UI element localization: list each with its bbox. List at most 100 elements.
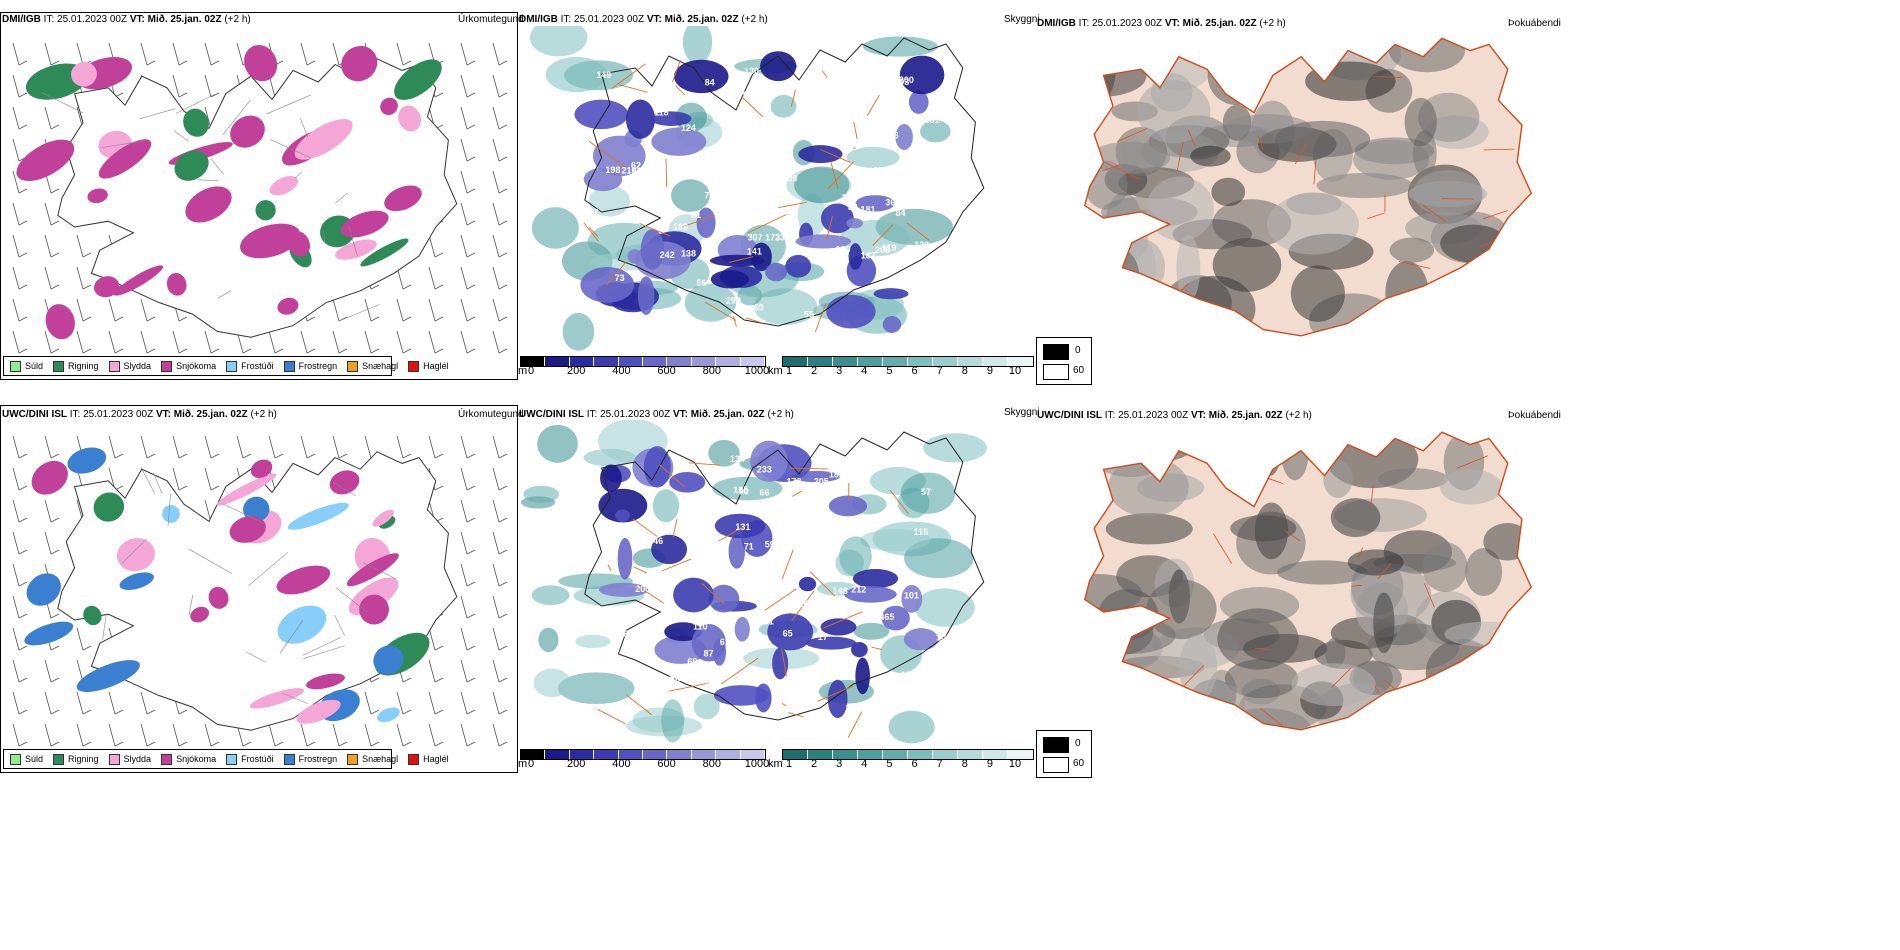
wind-barb bbox=[172, 435, 188, 459]
precip-area bbox=[166, 272, 187, 296]
wind-barb bbox=[460, 170, 476, 194]
fog-index-area bbox=[1305, 61, 1396, 101]
wind-barb bbox=[428, 266, 444, 290]
road bbox=[866, 94, 880, 116]
precip-area bbox=[277, 297, 299, 315]
colorbar-segment bbox=[958, 750, 983, 759]
road bbox=[741, 96, 763, 117]
fog-index-area bbox=[1353, 139, 1430, 180]
ceiling-value: 173 bbox=[765, 233, 780, 243]
ceiling-value: 87 bbox=[703, 649, 713, 659]
fog-scale-white-swatch bbox=[1043, 757, 1069, 773]
visibility-area bbox=[853, 622, 890, 640]
road bbox=[1102, 164, 1121, 172]
road bbox=[781, 648, 787, 677]
ceiling-value: 163 bbox=[799, 599, 814, 609]
road bbox=[583, 222, 599, 242]
road bbox=[619, 84, 648, 93]
wind-barb bbox=[172, 74, 188, 98]
road bbox=[1370, 485, 1374, 507]
road bbox=[790, 89, 796, 107]
colorbar-segment bbox=[618, 357, 644, 366]
road bbox=[871, 646, 883, 651]
colorbar-segment bbox=[783, 750, 808, 759]
precip-area bbox=[359, 594, 389, 625]
ceiling-value: 181 bbox=[860, 204, 875, 214]
road bbox=[745, 317, 764, 324]
fog-index-area bbox=[1325, 637, 1346, 669]
ceiling-value: 200 bbox=[899, 75, 914, 85]
wind-barb bbox=[172, 467, 188, 491]
ceiling-value: 97 bbox=[847, 189, 857, 199]
wind-barb bbox=[396, 330, 412, 354]
fog-index-area bbox=[1290, 265, 1345, 322]
visibility-colorbar-top: km 1 2 3 4 5 6 7 8 9 10 bbox=[768, 356, 1036, 382]
wind-barb bbox=[332, 330, 348, 354]
ceiling-value: 182 bbox=[861, 250, 876, 260]
precip-legend-bottom: Súld Rigning Slydda Snjókoma Frostúði Frostre… bbox=[3, 749, 449, 769]
colorbar-tick: 10 bbox=[1008, 758, 1022, 770]
precip-area bbox=[183, 108, 209, 137]
precip-type-label-top: Úrkomutegund bbox=[458, 14, 524, 25]
ceiling-value: 141 bbox=[747, 246, 762, 256]
colorbar-segment bbox=[933, 750, 958, 759]
road bbox=[266, 94, 312, 115]
wind-barb bbox=[76, 627, 92, 651]
ceiling-value: 465 bbox=[879, 612, 894, 622]
fog-index-area bbox=[1395, 693, 1437, 730]
fog-label-bottom: Þokuábendi bbox=[1508, 410, 1561, 421]
ceiling-value: 242 bbox=[660, 250, 675, 260]
road bbox=[335, 587, 368, 613]
colorbar-segment bbox=[740, 750, 766, 759]
wind-barb bbox=[12, 595, 28, 619]
legend-label: Rigning bbox=[68, 361, 99, 371]
fog-index-area bbox=[1277, 560, 1368, 585]
fog-index-area bbox=[1291, 663, 1376, 707]
visibility-area bbox=[708, 439, 740, 467]
wind-barb bbox=[460, 627, 476, 651]
ceiling-value: 149 bbox=[899, 456, 914, 466]
wind-barb bbox=[460, 563, 476, 587]
wind-barb bbox=[428, 234, 444, 258]
fog-index-area bbox=[1467, 309, 1516, 336]
ceiling-value: 188 bbox=[743, 122, 758, 132]
colorbar-tick: 9 bbox=[986, 365, 993, 377]
legend-label: Slydda bbox=[123, 754, 152, 764]
ceiling-value: 131 bbox=[925, 115, 940, 125]
ceiling-value: 200 bbox=[635, 584, 650, 594]
road bbox=[348, 225, 358, 257]
legend-item: Haglél bbox=[408, 360, 449, 372]
wind-barb bbox=[204, 723, 220, 747]
fog-index-area bbox=[1465, 548, 1503, 596]
legend-label: Frostúði bbox=[241, 754, 274, 764]
ceiling-value: 109 bbox=[701, 326, 716, 336]
road bbox=[633, 566, 648, 574]
legend-swatch bbox=[283, 753, 295, 765]
road bbox=[721, 657, 759, 685]
road bbox=[302, 637, 341, 656]
colorbar-strip bbox=[520, 749, 766, 760]
road bbox=[222, 99, 251, 135]
legend-swatch bbox=[226, 360, 238, 372]
colorbar-tick: 2 bbox=[811, 365, 818, 377]
visibility-area bbox=[652, 489, 680, 523]
road bbox=[827, 161, 855, 190]
wind-barb bbox=[428, 435, 444, 459]
wind-barb bbox=[76, 234, 92, 258]
ceiling-area bbox=[795, 234, 852, 249]
precip-area bbox=[243, 496, 270, 523]
wind-barb bbox=[44, 202, 60, 226]
wind-barb bbox=[108, 691, 124, 715]
road bbox=[597, 708, 626, 725]
ceiling-value: 128 bbox=[777, 499, 792, 509]
wind-barb bbox=[44, 106, 60, 130]
road bbox=[1398, 261, 1431, 269]
colorbar-segment bbox=[983, 357, 1008, 366]
colorbar-tick: 1000 bbox=[744, 365, 770, 377]
fog-label-top: Þokuábendi bbox=[1508, 18, 1561, 29]
road bbox=[303, 645, 345, 659]
legend-label: Snæhagl bbox=[362, 754, 399, 764]
road bbox=[606, 261, 627, 286]
visibility-area bbox=[770, 94, 797, 118]
visibility-area bbox=[558, 672, 635, 705]
